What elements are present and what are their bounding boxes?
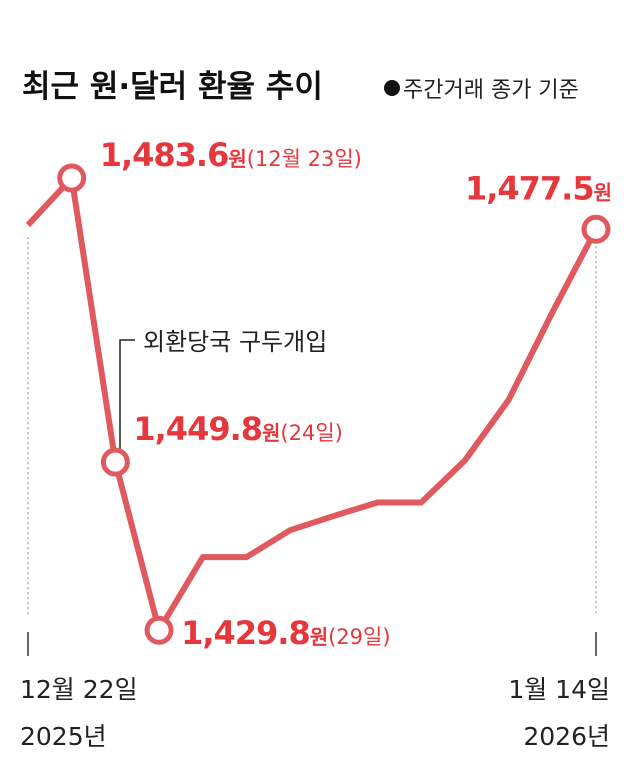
x-year-label: 2026년 <box>523 722 610 751</box>
value-label: 1,477.5원 <box>465 169 612 207</box>
x-year-label: 2025년 <box>20 722 107 751</box>
value-unit: 원 <box>262 421 280 445</box>
x-tick-label: 1월 14일 <box>508 675 610 704</box>
value-number: 1,483.6 <box>100 136 229 174</box>
value-unit: 원 <box>228 147 246 171</box>
highlight-point <box>57 163 87 193</box>
bullet <box>384 80 400 96</box>
x-tick-label: 12월 22일 <box>20 675 138 704</box>
highlight-point <box>581 214 611 244</box>
annotation-leader <box>119 339 135 465</box>
line <box>25 174 599 634</box>
chart-subtitle: 주간거래 종가 기준 <box>403 78 579 103</box>
value-label: 1,449.8원(24일) <box>133 410 342 448</box>
value-label: 1,429.8원(29일) <box>181 614 390 652</box>
value-number: 1,429.8 <box>181 614 310 652</box>
highlight-point <box>144 615 174 645</box>
annotation: 외환당국 구두개입 <box>143 328 327 356</box>
value-number: 1,477.5 <box>465 169 594 207</box>
value-note: (12월 23일) <box>247 147 362 171</box>
value-number: 1,449.8 <box>133 410 262 448</box>
highlight-point <box>100 447 130 477</box>
value-unit: 원 <box>310 625 328 649</box>
chart-title: 최근 원·달러 환율 추이 <box>22 69 323 105</box>
value-note: (24일) <box>280 421 342 445</box>
value-note: (29일) <box>328 625 390 649</box>
value-unit: 원 <box>594 180 612 204</box>
value-label: 1,483.6원(12월 23일) <box>100 136 362 174</box>
